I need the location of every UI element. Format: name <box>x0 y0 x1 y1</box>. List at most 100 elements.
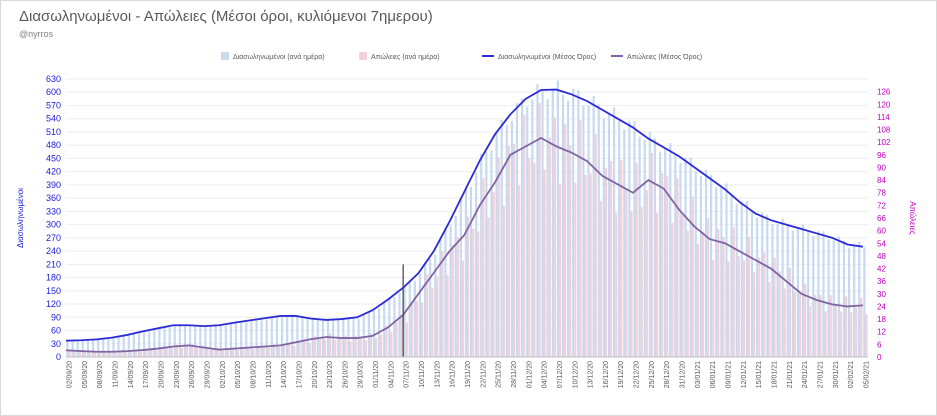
intubated-daily-bar <box>658 151 662 357</box>
intubated-daily-bar <box>842 240 846 357</box>
intubated-daily-bar <box>495 132 498 357</box>
intubated-daily-bar <box>444 228 447 357</box>
right-tick-label: 48 <box>877 252 886 261</box>
intubated-daily-bar <box>91 340 95 357</box>
intubated-daily-bar <box>137 332 141 357</box>
intubated-daily-bar <box>633 121 636 357</box>
deaths-daily-bar <box>528 158 531 357</box>
intubated-daily-bar <box>143 330 146 357</box>
intubated-daily-bar <box>117 336 120 357</box>
deaths-daily-bar <box>814 294 817 357</box>
intubated-daily-bar <box>86 339 89 357</box>
right-tick-label: 78 <box>877 189 886 198</box>
intubated-daily-bar <box>234 321 238 357</box>
intubated-daily-bar <box>679 163 682 357</box>
intubated-daily-bar <box>607 113 611 358</box>
intubated-daily-bar <box>408 281 411 357</box>
intubated-daily-bar <box>224 325 227 357</box>
intubated-daily-bar <box>362 314 365 357</box>
intubated-daily-bar <box>403 285 406 357</box>
deaths-daily-bar <box>518 185 521 357</box>
deaths-daily-bar <box>201 345 204 357</box>
deaths-daily-bar <box>390 332 393 357</box>
intubated-daily-bar <box>367 311 370 357</box>
deaths-daily-bar <box>671 223 674 357</box>
deaths-daily-bar <box>804 283 807 357</box>
right-tick-label: 96 <box>877 151 886 160</box>
x-tick-label: 07/11/20 <box>404 361 411 388</box>
deaths-daily-bar <box>334 340 337 357</box>
right-tick-label: 36 <box>877 277 886 286</box>
intubated-daily-bar <box>561 94 565 357</box>
x-tick-label: 27/01/21 <box>817 361 824 388</box>
x-tick-label: 04/11/20 <box>388 361 395 388</box>
x-tick-label: 25/11/20 <box>496 361 503 388</box>
intubated-daily-bar <box>827 239 830 357</box>
x-tick-label: 13/11/20 <box>434 361 441 388</box>
left-tick-label: 420 <box>46 167 61 177</box>
x-tick-label: 10/12/20 <box>572 361 579 388</box>
intubated-daily-bar <box>817 231 820 357</box>
deaths-daily-bar <box>727 261 730 357</box>
deaths-daily-bar <box>477 231 480 357</box>
intubated-daily-bar <box>587 105 590 357</box>
deaths-daily-bar <box>845 296 848 357</box>
deaths-daily-bar <box>68 351 71 357</box>
x-tick-label: 28/11/20 <box>511 361 518 388</box>
deaths-daily-bar <box>288 342 291 357</box>
legend-label: Απώλειες (Μέσος Όρος) <box>627 53 702 61</box>
intubated-daily-bar <box>439 239 442 357</box>
intubated-daily-bar <box>388 298 391 357</box>
left-tick-label: 150 <box>46 286 61 296</box>
deaths-daily-bar <box>558 184 562 357</box>
deaths-daily-bar <box>574 183 577 357</box>
deaths-daily-bar <box>191 344 194 357</box>
deaths-daily-bar <box>421 302 424 357</box>
deaths-daily-bar <box>625 188 628 357</box>
x-tick-label: 10/11/20 <box>419 361 426 388</box>
deaths-daily-bar <box>140 351 143 357</box>
x-tick-label: 17/09/20 <box>143 361 150 388</box>
intubated-daily-bar <box>510 120 513 357</box>
intubated-daily-bar <box>546 99 549 357</box>
right-axis-title: Απώλειες <box>908 201 917 235</box>
x-tick-label: 29/10/20 <box>358 361 365 388</box>
left-tick-label: 210 <box>46 259 61 269</box>
intubated-daily-bar <box>178 324 181 357</box>
intubated-daily-bar <box>648 132 651 357</box>
intubated-daily-bar <box>306 317 309 357</box>
intubated-daily-bar <box>853 245 856 357</box>
deaths-daily-bar <box>441 251 444 357</box>
right-tick-label: 66 <box>877 214 886 223</box>
intubated-daily-bar <box>107 338 110 357</box>
deaths-daily-bar <box>763 252 766 357</box>
deaths-daily-bar <box>380 334 383 357</box>
deaths-daily-bar <box>73 350 76 357</box>
deaths-daily-bar <box>661 172 664 357</box>
deaths-daily-bar <box>640 206 643 357</box>
left-tick-label: 330 <box>46 206 61 216</box>
deaths-daily-bar <box>615 212 618 357</box>
deaths-daily-bar <box>134 349 138 357</box>
left-tick-label: 600 <box>46 87 61 97</box>
x-tick-label: 24/01/21 <box>802 361 809 388</box>
deaths-daily-bar <box>145 349 148 357</box>
deaths-daily-bar <box>114 352 117 357</box>
deaths-daily-bar <box>83 352 87 357</box>
intubated-daily-bar <box>148 331 151 357</box>
intubated-daily-bar <box>766 214 769 357</box>
deaths-daily-bar <box>180 347 184 357</box>
x-tick-label: 18/01/21 <box>771 361 778 388</box>
intubated-daily-bar <box>66 340 69 357</box>
intubated-daily-bar <box>567 100 570 358</box>
deaths-daily-bar <box>308 342 311 357</box>
deaths-daily-bar <box>507 146 511 357</box>
intubated-daily-bar <box>653 138 657 357</box>
x-tick-label: 19/12/20 <box>618 361 625 388</box>
deaths-daily-bar <box>783 288 786 357</box>
intubated-daily-bar <box>556 80 559 357</box>
deaths-daily-bar <box>262 346 265 357</box>
deaths-daily-bar <box>467 216 470 357</box>
deaths-daily-bar <box>354 335 357 357</box>
intubated-daily-bar <box>745 201 748 357</box>
